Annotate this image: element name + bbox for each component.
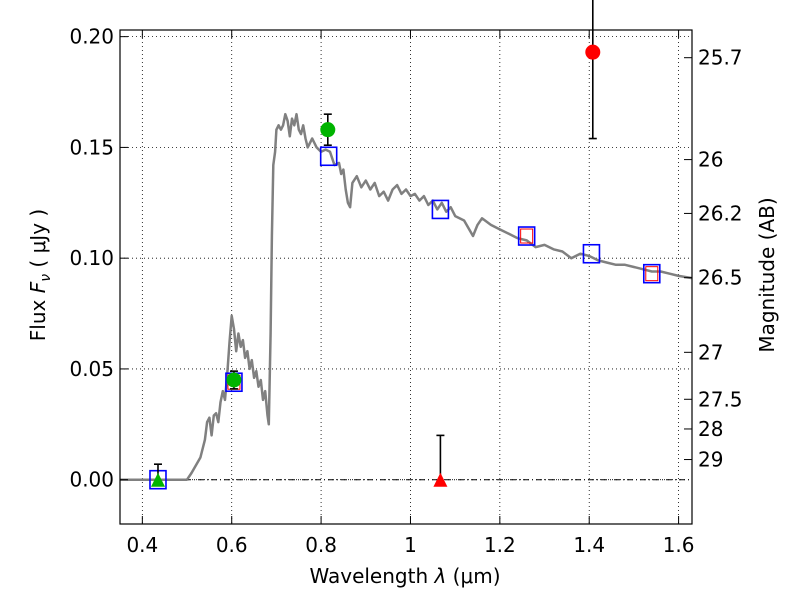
y-axis-title-sub: ν xyxy=(38,274,54,282)
magnitude-tick-label: 26.5 xyxy=(698,266,743,290)
observations xyxy=(150,0,601,487)
observation-point xyxy=(226,372,242,388)
magnitude-tick-label: 29 xyxy=(698,448,723,472)
y-axis-ticks: 0.00 0.05 0.10 0.15 0.20 xyxy=(69,25,128,492)
x-axis-ticks: 0.4 0.6 0.8 1 1.2 1.4 1.6 xyxy=(126,30,695,557)
magnitude-axis-ticks: 25.7 26 26.2 26.5 27 27.5 28 29 xyxy=(684,46,743,472)
y-tick-label: 0.00 xyxy=(69,468,114,492)
upper-limit-point xyxy=(150,472,165,487)
magnitude-tick-label: 28 xyxy=(698,417,723,441)
x-tick-label: 0.6 xyxy=(216,533,248,557)
x-tick-label: 1 xyxy=(404,533,417,557)
magnitude-tick-label: 26 xyxy=(698,148,723,172)
model-photometry-square xyxy=(642,263,661,284)
magnitude-tick-label: 26.2 xyxy=(698,201,743,225)
x-axis-title-text: Wavelength xyxy=(309,564,434,588)
magnitude-tick-label: 27.5 xyxy=(698,387,743,411)
model-photometry-square xyxy=(319,146,338,167)
model-sed-line xyxy=(120,112,693,481)
model-photometry-square xyxy=(582,243,601,264)
grid xyxy=(120,30,692,524)
plot-frame xyxy=(119,29,693,525)
magnitude-axis-title: Magnitude (AB) xyxy=(755,197,779,352)
x-axis-title: Wavelength λ (μm) xyxy=(309,564,500,588)
model-photometry-square xyxy=(431,199,450,220)
x-tick-label: 1.4 xyxy=(573,533,605,557)
model-photometry-square xyxy=(517,226,536,246)
y-axis-title-unit: ( μJy ) xyxy=(26,209,50,274)
x-tick-label: 0.4 xyxy=(126,533,158,557)
y-axis-title-var: F xyxy=(26,281,50,293)
y-axis-title-text: Flux xyxy=(26,293,50,341)
x-tick-label: 1.2 xyxy=(484,533,516,557)
observation-point xyxy=(320,122,336,138)
upper-limit-point xyxy=(433,472,448,487)
magnitude-tick-label: 27 xyxy=(698,340,723,364)
x-axis-title-unit: (μm) xyxy=(446,564,500,588)
x-tick-label: 1.6 xyxy=(663,533,695,557)
model-photometry xyxy=(149,146,661,490)
observation-point xyxy=(585,44,601,60)
magnitude-tick-label: 25.7 xyxy=(698,46,743,70)
x-axis-title-var: λ xyxy=(433,564,446,588)
y-tick-label: 0.10 xyxy=(69,246,114,270)
model-photometry-inner-square xyxy=(645,266,659,282)
y-axis-title: Flux Fν ( μJy ) xyxy=(26,209,54,341)
y-tick-label: 0.20 xyxy=(69,25,114,49)
y-tick-label: 0.15 xyxy=(69,135,114,159)
y-tick-label: 0.05 xyxy=(69,357,114,381)
x-tick-label: 0.8 xyxy=(305,533,337,557)
model-photometry-inner-square xyxy=(520,228,534,244)
